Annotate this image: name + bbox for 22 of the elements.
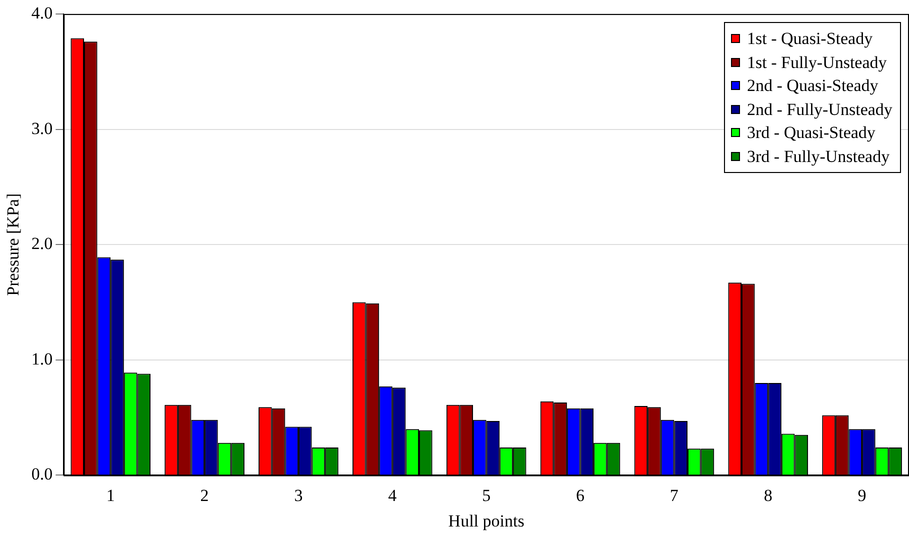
x-tick-label: 5	[482, 486, 491, 505]
legend-label: 2nd - Quasi-Steady	[747, 75, 878, 97]
x-tick-label: 3	[294, 486, 303, 505]
y-tick-label: 1.0	[31, 349, 53, 368]
legend-label: 1st - Fully-Unsteady	[747, 52, 887, 74]
legend-label: 3rd - Fully-Unsteady	[747, 146, 890, 168]
legend-label: 1st - Quasi-Steady	[747, 28, 873, 50]
legend-label: 2nd - Fully-Unsteady	[747, 98, 892, 121]
x-tick-label: 1	[106, 486, 115, 505]
x-tick-label: 4	[388, 486, 398, 505]
x-tick-label: 7	[670, 486, 679, 505]
y-tick-label: 3.0	[31, 118, 53, 138]
y-tick-label: 4.0	[31, 3, 53, 22]
y-tick-label: 0.0	[31, 464, 53, 484]
x-tick-label: 2	[200, 486, 209, 505]
x-axis-title: Hull points	[448, 511, 524, 530]
legend-label: 3rd - Quasi-Steady	[747, 122, 876, 144]
x-tick-label: 9	[858, 486, 866, 505]
y-tick-label: 2.0	[31, 234, 53, 254]
x-tick-label: 6	[576, 486, 585, 505]
y-axis-title: Pressure [KPa]	[4, 193, 23, 296]
x-tick-label: 8	[764, 486, 772, 505]
